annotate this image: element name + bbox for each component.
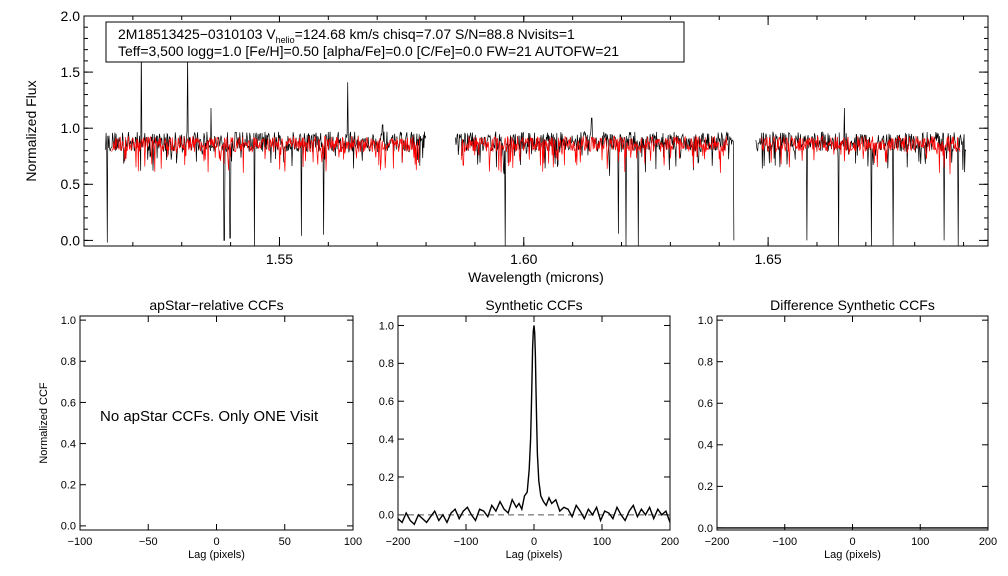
- x-axis-label: Wavelength (microns): [468, 269, 604, 285]
- x-tick-label: 100: [593, 536, 611, 548]
- x-tick-label: 100: [911, 536, 929, 548]
- y-tick-label: 0.4: [379, 434, 394, 446]
- y-tick-label: 0.4: [61, 438, 76, 450]
- ccf-line: [397, 325, 671, 526]
- y-tick-label: 0.6: [379, 396, 394, 408]
- x-tick-label: −100: [772, 536, 797, 548]
- y-tick-label: 1.0: [61, 315, 76, 327]
- panel-title: Difference Synthetic CCFs: [770, 297, 935, 313]
- info-line-2: Teff=3,500 logg=1.0 [Fe/H]=0.50 [alpha/F…: [118, 43, 619, 59]
- x-tick-label: 1.55: [266, 251, 293, 267]
- y-tick-label: 0.5: [61, 176, 81, 192]
- observed-spectrum-line: [455, 117, 735, 246]
- x-tick-label: −50: [139, 536, 158, 548]
- y-tick-label: 0.8: [698, 357, 713, 369]
- plot-frame: [83, 15, 989, 247]
- x-tick-label: 1.60: [510, 251, 537, 267]
- y-tick-label: 0.4: [698, 440, 713, 452]
- plot-frame: [716, 315, 989, 531]
- x-tick-label: 200: [979, 536, 997, 548]
- observed-spectrum-line: [755, 107, 967, 246]
- panel-difference-ccf: −200 −100 0 100 200 0.0 0.2 0.4 0.6 0.8 1.0 Lag (pi…: [698, 297, 997, 561]
- y-tick-label: 0.6: [698, 398, 713, 410]
- x-tick-label: −200: [705, 536, 730, 548]
- y-tick-label: 2.0: [61, 8, 81, 24]
- y-tick-label: 0.0: [61, 232, 81, 248]
- y-tick-label: 0.2: [379, 472, 394, 484]
- y-axis-label: Normalized CCF: [38, 382, 50, 464]
- x-tick-label: −200: [386, 536, 411, 548]
- x-tick-label: 50: [279, 536, 291, 548]
- model-spectrum-line: [111, 135, 421, 173]
- x-tick-label: 100: [344, 536, 362, 548]
- x-tick-label: 0: [213, 536, 219, 548]
- y-tick-label: 1.5: [61, 64, 81, 80]
- x-tick-label: 1.65: [754, 251, 781, 267]
- plot-frame: [397, 315, 671, 531]
- panel-title: apStar−relative CCFs: [149, 297, 283, 313]
- y-tick-label: 0.8: [379, 358, 394, 370]
- info-line-1: 2M18513425−0310103 Vhelio=124.68 km/s ch…: [118, 26, 575, 45]
- y-axis-label: Normalized Flux: [23, 80, 39, 181]
- x-axis-label: Lag (pixels): [506, 549, 563, 561]
- x-axis-label: Lag (pixels): [188, 549, 245, 561]
- panel-synthetic-ccf: −200 −100 0 100 200 0.0 0.2 0.4 0.6 0.8 1.0 Lag (pi…: [379, 297, 679, 561]
- no-ccf-note: No apStar CCFs. Only ONE Visit: [100, 408, 319, 425]
- y-tick-label: 0.0: [61, 521, 76, 533]
- y-tick-label: 0.2: [698, 481, 713, 493]
- y-tick-label: 1.0: [698, 315, 713, 327]
- panel-spectrum: 1.55 1.60 1.65 0.0 0.5 1.0 1.5 2.0 Wavelength (m…: [23, 8, 989, 285]
- y-tick-label: 0.6: [61, 397, 76, 409]
- y-tick-label: 0.0: [698, 523, 713, 535]
- panel-apstar-ccf: −100 −50 0 50 100 0.0 0.2 0.4 0.6 0.8 1.0 Lag (pixe…: [38, 297, 362, 561]
- y-tick-label: 1.0: [61, 120, 81, 136]
- y-tick-label: 0.2: [61, 480, 76, 492]
- x-tick-label: −100: [68, 536, 93, 548]
- y-tick-label: 0.8: [61, 356, 76, 368]
- x-tick-label: −100: [454, 536, 479, 548]
- model-spectrum-line: [761, 135, 961, 175]
- model-spectrum-line: [460, 135, 729, 173]
- y-tick-label: 1.0: [379, 320, 394, 332]
- panel-title: Synthetic CCFs: [485, 297, 582, 313]
- x-tick-label: 0: [849, 536, 855, 548]
- y-tick-label: 0.0: [379, 510, 394, 522]
- info-box: [105, 21, 685, 63]
- x-tick-label: 200: [661, 536, 679, 548]
- x-axis-label: Lag (pixels): [824, 549, 881, 561]
- x-tick-label: 0: [531, 536, 537, 548]
